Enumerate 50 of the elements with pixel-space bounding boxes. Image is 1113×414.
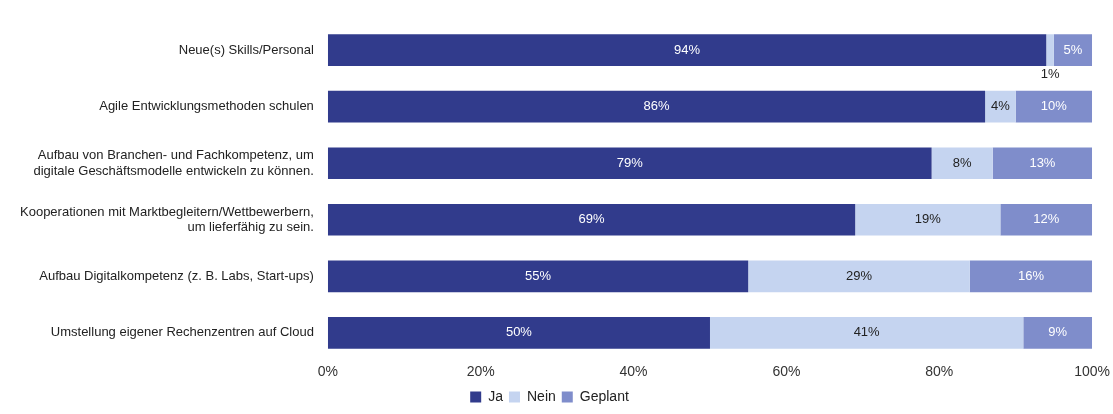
- bar: [1046, 34, 1054, 66]
- x-tick-label: 100%: [1074, 363, 1110, 380]
- bar: [1023, 317, 1093, 349]
- y-tick-label: Neue(s) Skills/Personal: [178, 41, 314, 57]
- x-tick-label: 20%: [466, 363, 495, 380]
- bar: [709, 317, 1024, 349]
- data-label: 9%: [1048, 324, 1068, 340]
- y-tick-label: Umstellung eigener Rechenzentren auf Cloud: [50, 324, 314, 340]
- bar: [327, 203, 856, 236]
- y-tick-label: Agile Entwicklungsmethoden schulen: [99, 98, 314, 114]
- bar: [931, 147, 993, 180]
- data-label: 4%: [990, 98, 1011, 114]
- data-label: 8%: [952, 154, 973, 170]
- y-tick-label: Aufbau von Branchen- und Fachkompetenz, um digitale Geschäftsmodelle entwickeln zu können.: [33, 146, 314, 178]
- bar: [1053, 34, 1093, 66]
- data-label: 10%: [1040, 98, 1068, 114]
- x-tick-label: 0%: [317, 363, 338, 380]
- data-label: 86%: [643, 98, 670, 114]
- data-label: 19%: [914, 211, 942, 227]
- bar: [992, 147, 1093, 180]
- legend-label: Geplant: [579, 387, 629, 404]
- data-label: 94%: [674, 41, 701, 57]
- legend-label: Nein: [526, 387, 556, 404]
- bar: [969, 260, 1093, 293]
- data-label: 29%: [845, 267, 873, 283]
- x-tick-label: 40%: [619, 363, 648, 380]
- data-label: 55%: [525, 267, 552, 283]
- bar: [327, 90, 986, 123]
- x-tick-label: 60%: [772, 363, 801, 380]
- bar: [327, 147, 932, 180]
- data-label: 1%: [1040, 65, 1060, 81]
- bar: [1000, 203, 1093, 236]
- data-label: 5%: [1063, 41, 1083, 57]
- y-tick-label: Aufbau Digitalkompetenz (z. B. Labs, Start-ups): [39, 267, 314, 283]
- bar: [855, 203, 1001, 236]
- bar: [327, 317, 710, 349]
- bar: [327, 260, 749, 293]
- data-label: 12%: [1033, 211, 1060, 227]
- y-tick-label: Kooperationen mit Marktbegleitern/Wettbewerbern, um lieferfähig zu sein.: [20, 203, 314, 235]
- bar: [327, 34, 1047, 66]
- bar: [748, 260, 970, 293]
- data-label: 13%: [1029, 154, 1056, 170]
- bar: [1015, 90, 1093, 123]
- data-label: 69%: [578, 211, 605, 227]
- x-tick-label: 80%: [925, 363, 954, 380]
- data-label: 41%: [853, 324, 881, 340]
- data-label: 50%: [505, 324, 533, 340]
- data-label: 79%: [616, 154, 644, 170]
- legend-label: Ja: [488, 387, 504, 404]
- data-label: 16%: [1017, 267, 1045, 283]
